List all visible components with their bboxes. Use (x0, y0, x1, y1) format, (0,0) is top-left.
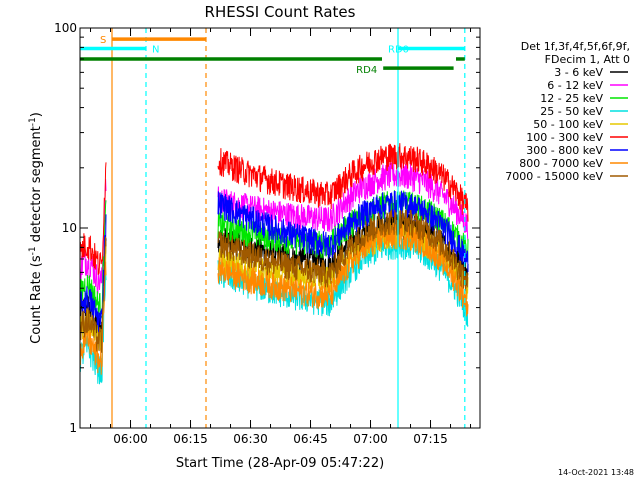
x-tick-label-4: 07:00 (353, 432, 388, 446)
series-6-line (217, 190, 469, 273)
x-tick-label-5: 07:15 (413, 432, 448, 446)
flag-label-s: S (100, 35, 106, 46)
series-5-pre-gap-line (80, 162, 107, 275)
series-5 (80, 143, 469, 275)
flag-label-rd4: RD4 (356, 65, 377, 76)
series-8-line (217, 209, 469, 291)
legend-label-7: 800 - 7000 keV (519, 157, 603, 170)
y-axis-label-sup2: -1 (28, 117, 38, 126)
plot-area: S N RD0 RD4 1 10 100 06:00 06:15 06:30 06:45 07:00… (54, 21, 481, 446)
y-axis-label-middle: detector segment (29, 126, 44, 246)
series-layer (80, 143, 469, 385)
series-8-pre-gap-line (80, 236, 107, 353)
y-axis-label: Count Rate (s-1 detector segment-1) (28, 112, 44, 344)
x-tick-label-2: 06:30 (233, 432, 268, 446)
legend-header-line-0: Det 1f,3f,4f,5f,6f,9f, (521, 40, 630, 53)
axis-layer: 1 10 100 06:00 06:15 06:30 06:45 07:00 07:15 (54, 21, 480, 446)
legend-label-1: 6 - 12 keV (547, 79, 603, 92)
legend-label-5: 100 - 300 keV (526, 131, 603, 144)
y-axis-label-main: Count Rate (s (29, 255, 44, 344)
legend-label-3: 25 - 50 keV (540, 105, 603, 118)
y-tick-label-2: 100 (54, 21, 77, 35)
x-tick-label-1: 06:15 (173, 432, 208, 446)
flag-layer: S N RD0 RD4 (80, 35, 465, 76)
x-tick-label-0: 06:00 (113, 432, 148, 446)
series-7-line (217, 221, 469, 317)
legend-label-4: 50 - 100 keV (533, 118, 603, 131)
y-axis-label-end: ) (29, 112, 44, 117)
series-6-pre-gap-line (80, 214, 107, 334)
y-axis-label-sup1: -1 (28, 246, 38, 255)
legend-label-6: 300 - 800 keV (526, 144, 603, 157)
y-tick-label-0: 1 (69, 421, 77, 435)
series-6 (80, 190, 469, 334)
legend: Det 1f,3f,4f,5f,6f,9f,FDecim 1, Att 03 -… (505, 40, 630, 183)
marker-layer (111, 28, 466, 428)
footer-timestamp: 14-Oct-2021 13:48 (558, 468, 634, 477)
legend-header-line-1: FDecim 1, Att 0 (545, 53, 630, 66)
flag-label-rd0: RD0 (388, 44, 409, 55)
series-8 (80, 209, 469, 353)
flag-label-n: N (152, 44, 159, 55)
legend-label-8: 7000 - 15000 keV (505, 170, 603, 183)
series-5-line (217, 143, 469, 222)
legend-label-0: 3 - 6 keV (554, 66, 603, 79)
y-tick-label-1: 10 (62, 221, 77, 235)
legend-label-2: 12 - 25 keV (540, 92, 603, 105)
x-axis-label: Start Time (28-Apr-09 05:47:22) (176, 456, 384, 471)
x-tick-label-3: 06:45 (293, 432, 328, 446)
chart-title: RHESSI Count Rates (205, 3, 356, 21)
series-1-line (217, 162, 469, 242)
